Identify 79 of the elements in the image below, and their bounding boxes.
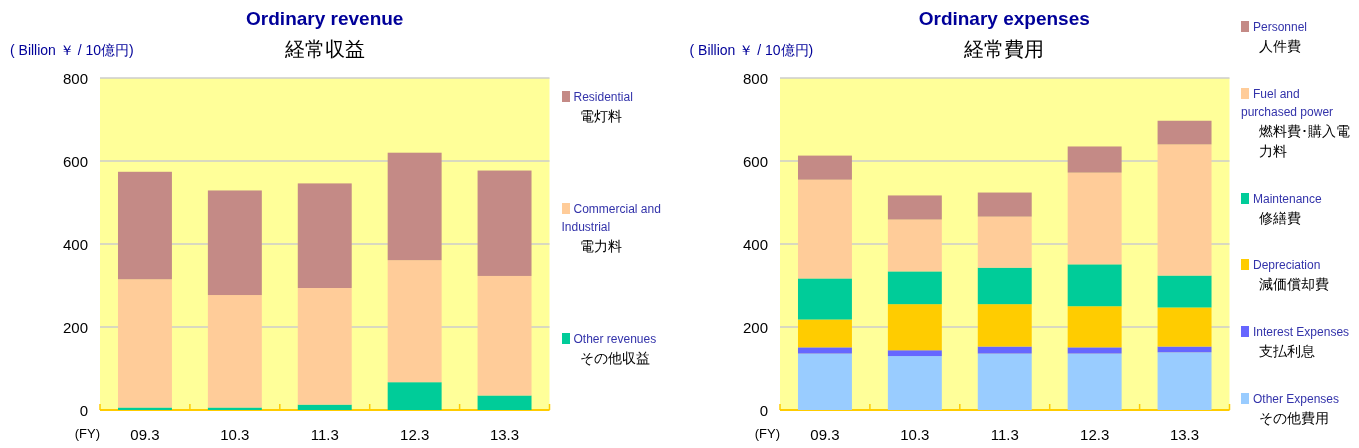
x-tick-label: 09.3 [809, 426, 840, 443]
bar [1067, 347, 1122, 354]
x-tick-label: 10.3 [899, 426, 929, 443]
bar [977, 353, 1032, 410]
y-tick-label: 400 [742, 236, 768, 253]
bar [797, 179, 852, 279]
y-axis-title: ( Billion ￥ / 10億円) [10, 42, 134, 60]
bar [297, 287, 352, 405]
bar [797, 347, 852, 354]
legend-label: Interest Expenses 支払利息 [1252, 325, 1351, 362]
bar [207, 295, 262, 408]
bar [387, 152, 442, 261]
bar [1067, 264, 1122, 307]
bar [1157, 352, 1212, 410]
legend-label: Maintenance 修繕費 [1252, 191, 1323, 228]
y-tick-label: 0 [759, 402, 768, 419]
x-axis-title: (FY) [754, 426, 780, 441]
bar [1067, 146, 1122, 173]
x-tick-label: 13.3 [489, 426, 520, 443]
y-tick-label: 200 [742, 319, 768, 336]
bar [1067, 306, 1122, 348]
bar [387, 260, 442, 383]
x-tick-label: 09.3 [130, 426, 160, 443]
legend-label: Other Expenses その他費用 [1252, 391, 1341, 428]
bar [887, 304, 942, 351]
x-tick-label: 12.3 [1079, 426, 1109, 443]
y-tick-label: 600 [62, 153, 88, 170]
bar [797, 155, 852, 180]
bar [977, 216, 1032, 268]
bar [1067, 353, 1122, 410]
legend-label: Fuel and purchased power 燃料費･購入電力料 [1241, 86, 1351, 161]
bar [207, 190, 262, 296]
legend-label: Personnel 人件費 [1252, 20, 1309, 56]
bar [977, 192, 1032, 217]
x-tick-label: 11.3 [310, 426, 339, 443]
x-tick-label: 13.3 [1169, 426, 1199, 443]
bar [117, 279, 172, 408]
legend-label: Depreciation 減価償却費 [1252, 258, 1330, 295]
chart-title: Ordinary revenue [245, 8, 405, 30]
bar [477, 275, 532, 396]
bar [297, 404, 352, 410]
bar [477, 170, 532, 276]
y-tick-label: 800 [62, 70, 88, 87]
bar [797, 319, 852, 348]
x-tick-label: 10.3 [220, 426, 250, 443]
bar [1157, 307, 1212, 347]
chart-subtitle: 経常収益 [283, 37, 366, 62]
bar [977, 304, 1032, 347]
chart-subtitle: 経常費用 [963, 37, 1046, 62]
bar [117, 171, 172, 280]
legend-label: Commercial and Industrial 電力料 [561, 202, 662, 256]
bar [977, 267, 1032, 305]
bar [387, 382, 442, 410]
bar [1157, 144, 1212, 276]
bar [887, 356, 942, 410]
bar [297, 183, 352, 288]
bar [797, 278, 852, 320]
bar [1157, 275, 1212, 308]
y-tick-label: 400 [62, 236, 88, 253]
x-tick-label: 12.3 [400, 426, 430, 443]
bar [1157, 120, 1212, 145]
bar [477, 395, 532, 410]
bar [887, 350, 942, 357]
bar [1067, 172, 1122, 265]
bar [887, 219, 942, 272]
bar [797, 353, 852, 410]
legend-label: Residential 電灯料 [572, 90, 634, 126]
y-axis-title: ( Billion ￥ / 10億円) [689, 42, 814, 60]
chart-title: Ordinary expenses [917, 8, 1091, 30]
y-tick-label: 600 [742, 153, 768, 170]
bar [887, 271, 942, 305]
y-tick-label: 800 [742, 70, 768, 87]
x-axis-title: (FY) [74, 426, 100, 441]
y-tick-label: 200 [62, 319, 88, 336]
bar [977, 346, 1032, 354]
x-tick-label: 11.3 [990, 426, 1019, 443]
y-tick-label: 0 [79, 402, 88, 419]
legend-label: Other revenues その他収益 [572, 332, 658, 368]
bar [887, 195, 942, 220]
